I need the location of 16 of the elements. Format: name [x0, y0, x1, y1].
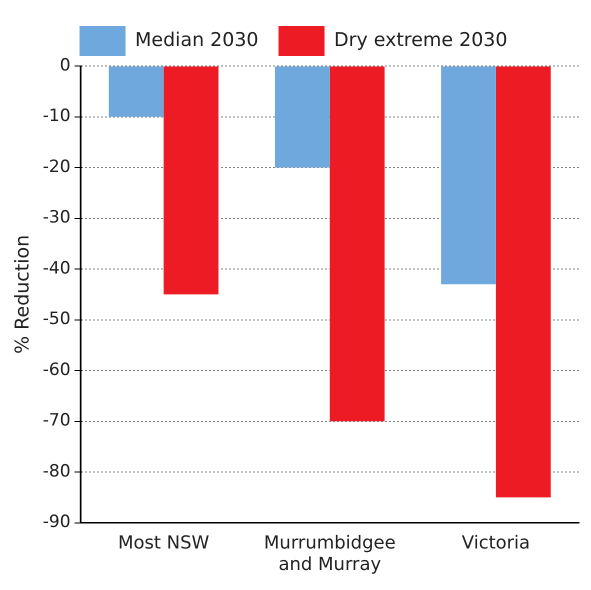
x-tick-label: Most NSW [118, 532, 210, 554]
y-tick-label: 0 [60, 55, 71, 76]
legend-label: Dry extreme 2030 [334, 28, 508, 51]
y-tick-label: -80 [42, 461, 71, 482]
x-tick-label: Victoria [462, 532, 530, 554]
y-tick-label: -90 [42, 512, 71, 532]
legend-label: Median 2030 [135, 28, 259, 51]
y-tick-label: -50 [42, 309, 71, 330]
y-tick-label: -40 [42, 258, 71, 278]
y-tick-label: -20 [42, 156, 71, 177]
y-tick-label: -70 [42, 410, 71, 431]
y-axis-title: % Reduction [11, 234, 34, 354]
x-tick-label: Murrumbidgee and Murray [264, 532, 396, 575]
y-tick-label: -60 [42, 360, 71, 380]
y-tick-label: -10 [42, 106, 71, 126]
y-tick-label: -30 [42, 208, 71, 228]
